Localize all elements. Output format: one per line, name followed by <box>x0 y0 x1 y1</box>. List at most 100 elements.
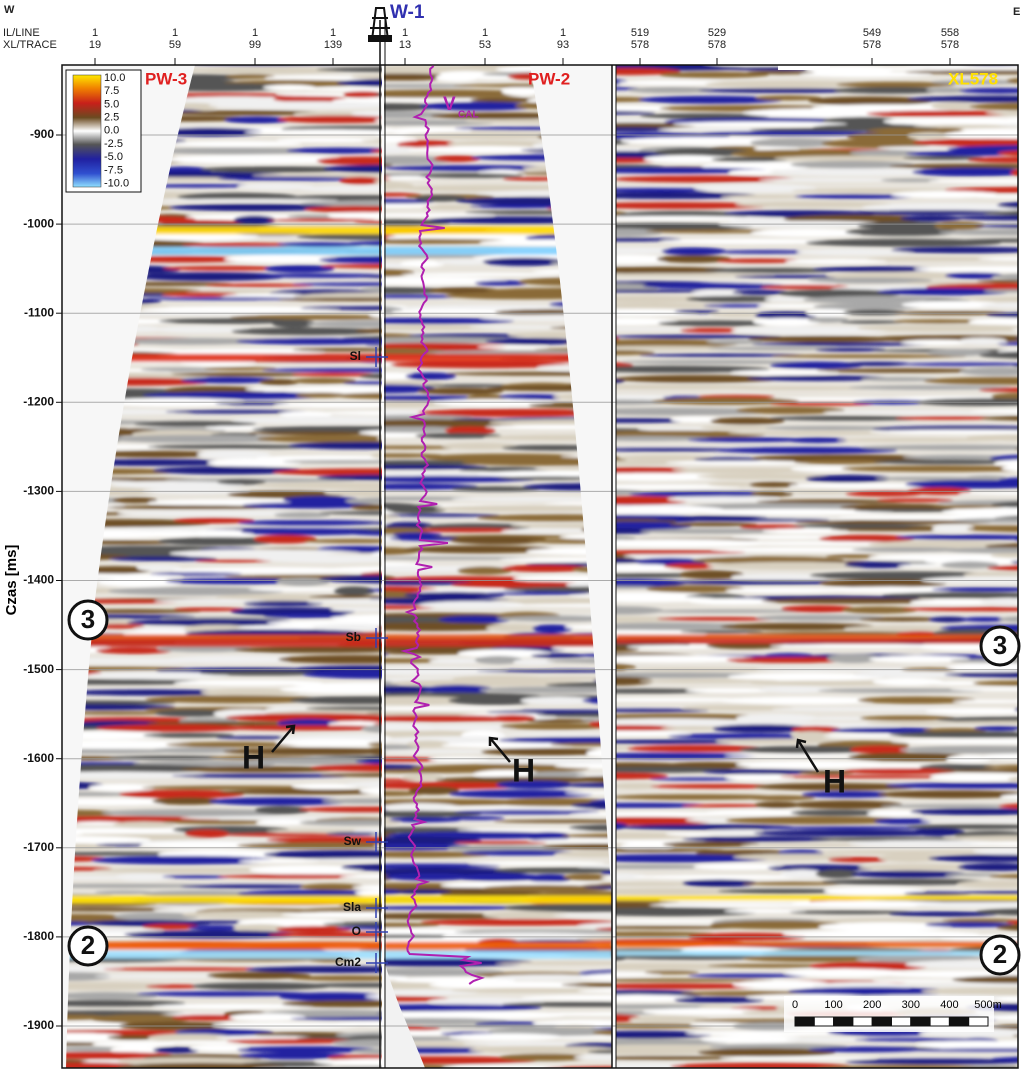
reflector <box>161 291 238 297</box>
reflector <box>726 656 853 663</box>
reflector <box>253 534 317 544</box>
reflector <box>756 499 907 504</box>
reflector <box>462 1041 591 1046</box>
header-number: 1 <box>252 27 258 39</box>
reflector <box>989 874 1018 879</box>
header-number: 1 <box>402 27 408 39</box>
reflector <box>384 715 526 722</box>
reflector <box>916 1040 1018 1050</box>
reflector <box>587 1049 612 1054</box>
reflector <box>224 254 343 264</box>
reflector <box>62 455 63 456</box>
reflector <box>747 795 816 801</box>
reflector <box>107 586 284 596</box>
reflector <box>681 836 842 842</box>
reflector <box>281 911 382 918</box>
reflector <box>723 909 806 914</box>
reflector <box>680 630 763 634</box>
reflector <box>725 774 794 781</box>
reflector <box>302 670 382 679</box>
reflector <box>889 731 1018 738</box>
reflector <box>461 850 578 856</box>
reflector <box>649 777 745 781</box>
reflector <box>327 212 382 220</box>
reflector <box>237 183 314 190</box>
reflector <box>88 783 155 792</box>
reflector <box>384 84 481 88</box>
reflector <box>755 614 886 621</box>
reflector <box>805 238 1001 247</box>
reflector <box>730 573 830 581</box>
reflector <box>110 1046 164 1054</box>
reflector <box>182 911 306 919</box>
reflector <box>838 514 1018 520</box>
reflector <box>725 816 912 825</box>
reflector <box>616 175 796 183</box>
reflector <box>406 740 450 748</box>
reflector <box>370 452 382 459</box>
reflector <box>912 124 1018 128</box>
reflector <box>477 470 612 478</box>
reflector <box>997 150 1018 157</box>
y-tick-label: -1200 <box>23 394 54 408</box>
reflector <box>141 785 330 790</box>
reflector <box>233 646 382 654</box>
reflector <box>190 1044 249 1052</box>
reflector <box>191 529 254 538</box>
reflector <box>62 1049 65 1054</box>
reflector <box>479 686 612 694</box>
reflector <box>697 1048 836 1057</box>
reflector <box>428 287 500 294</box>
reflector <box>133 421 257 427</box>
reflector <box>173 607 245 612</box>
reflector <box>771 707 965 712</box>
y-tick-label: -900 <box>30 127 54 141</box>
reflector <box>831 727 946 733</box>
reflector <box>450 496 612 502</box>
reflector <box>951 975 1018 984</box>
reflector <box>796 248 915 256</box>
reflector <box>931 102 979 110</box>
horizon-label: 3 <box>81 604 95 634</box>
reflector <box>877 146 965 150</box>
reflector <box>384 950 612 959</box>
reflector <box>489 714 536 722</box>
reflector <box>187 925 245 931</box>
reflector <box>694 184 817 193</box>
reflector <box>685 688 778 693</box>
reflector <box>91 1014 192 1024</box>
reflector <box>1012 363 1018 367</box>
reflector <box>237 625 332 630</box>
reflector <box>62 711 179 715</box>
reflector <box>616 110 656 115</box>
reflector <box>154 709 229 717</box>
reflector <box>1001 465 1018 472</box>
reflector <box>876 67 932 71</box>
reflector <box>940 561 999 569</box>
reflector <box>384 769 507 774</box>
scale-label: 100 <box>824 999 842 1011</box>
reflector <box>304 205 382 213</box>
reflector <box>62 205 67 210</box>
reflector <box>361 724 382 733</box>
reflector <box>150 747 242 754</box>
reflector <box>359 373 382 379</box>
reflector <box>381 459 382 461</box>
reflector <box>758 178 912 182</box>
reflector <box>180 377 279 384</box>
reflector <box>302 907 382 913</box>
reflector <box>920 818 1018 823</box>
reflector <box>654 147 750 157</box>
reflector <box>851 547 966 552</box>
reflector <box>801 716 875 721</box>
reflector <box>638 95 784 104</box>
reflector <box>355 328 382 334</box>
reflector <box>225 713 382 722</box>
reflector <box>845 228 962 236</box>
reflector <box>151 147 320 155</box>
reflector <box>751 342 939 346</box>
reflector <box>22 57 62 66</box>
reflector <box>1016 56 1024 65</box>
reflector <box>785 259 887 264</box>
reflector <box>62 895 382 904</box>
